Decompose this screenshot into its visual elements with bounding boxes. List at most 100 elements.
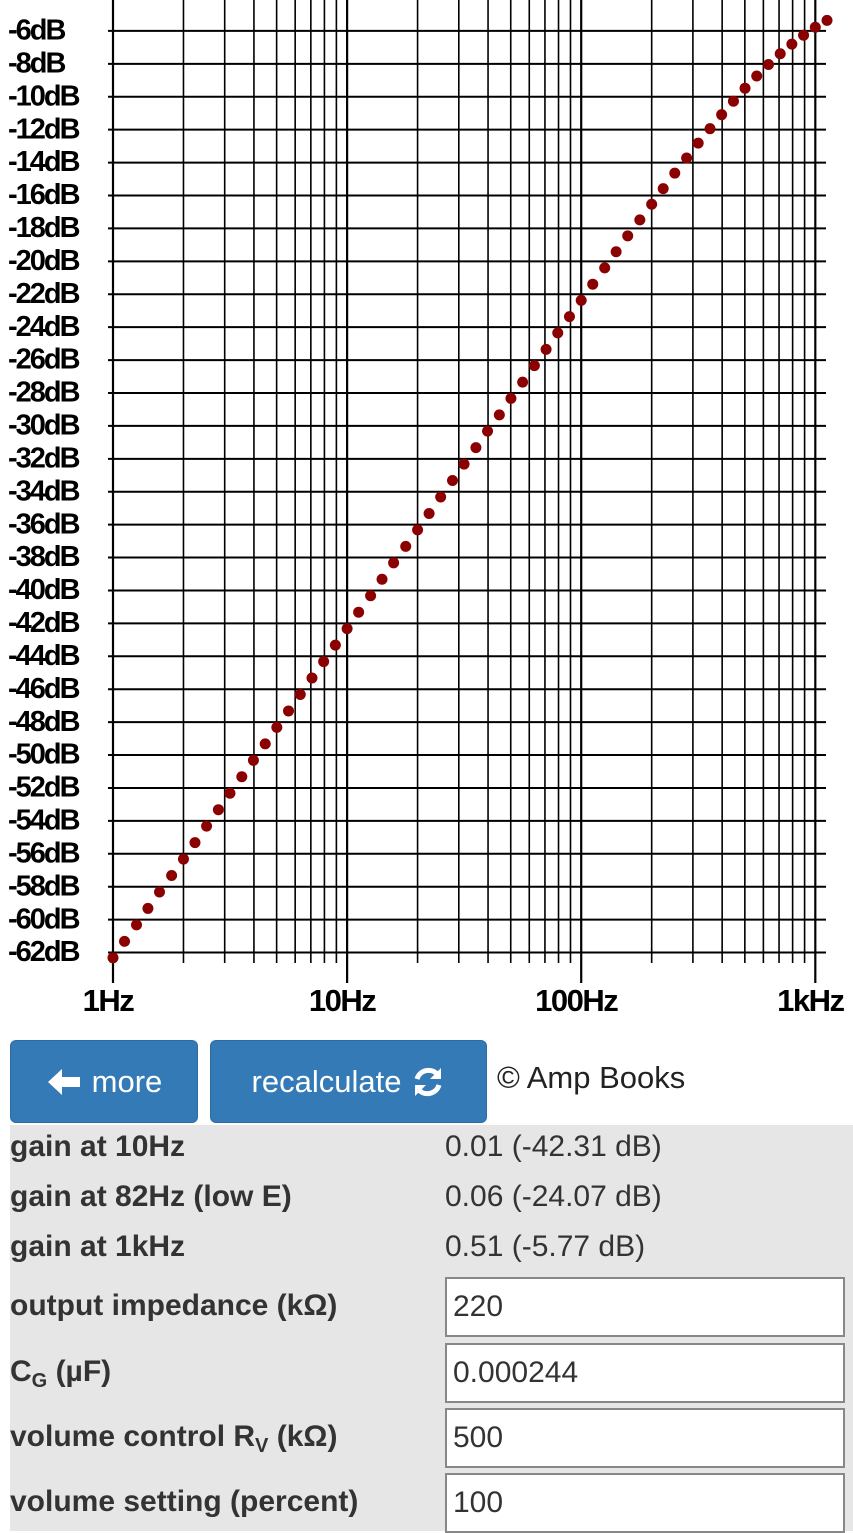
input-label: output impedance (kΩ) (10, 1289, 337, 1323)
y-tick-label: -8dB (8, 47, 66, 79)
y-tick-label: -6dB (8, 15, 66, 47)
data-point (212, 804, 224, 816)
label-text: volume control R (10, 1420, 256, 1453)
y-tick-label: -12dB (8, 113, 80, 145)
input-field[interactable]: 500 (445, 1408, 845, 1468)
data-point (727, 95, 739, 107)
data-point (388, 557, 400, 569)
data-point (704, 123, 716, 135)
subscript: V (255, 1435, 269, 1457)
data-point (259, 738, 271, 750)
result-label: gain at 82Hz (low E) (10, 1180, 292, 1213)
data-point (528, 360, 540, 372)
data-point (517, 376, 529, 388)
results-panel: gain at 10Hz 0.01 (-42.31 dB) gain at 82Hz… (10, 1125, 853, 1533)
arrow-icon (47, 1068, 80, 1095)
result-label: gain at 10Hz (10, 1130, 186, 1163)
data-point (540, 343, 552, 355)
data-point (505, 392, 517, 404)
y-tick-label: -34dB (8, 475, 80, 507)
input-label: CG (µF) (10, 1355, 111, 1393)
y-tick-label: -14dB (8, 146, 80, 178)
data-point (130, 919, 142, 931)
label-text: volume setting (percent) (10, 1485, 359, 1518)
input-field[interactable]: 0.000244 (445, 1343, 845, 1403)
data-point (166, 870, 178, 882)
data-point (575, 294, 587, 306)
y-tick-label: -36dB (8, 508, 80, 540)
result-value: 0.06 (-24.07 dB) (445, 1180, 662, 1213)
data-point (318, 656, 330, 668)
data-point (751, 70, 763, 82)
y-tick-label: -22dB (8, 278, 80, 310)
recalculate-button[interactable]: recalculate (210, 1040, 487, 1123)
data-point (283, 705, 295, 717)
data-point (236, 771, 248, 783)
data-point (271, 721, 283, 733)
data-point (119, 935, 131, 947)
copyright: © Amp Books (497, 1060, 686, 1095)
data-point (552, 327, 564, 339)
x-tick-label: 10Hz (309, 983, 376, 1018)
input-field[interactable]: 220 (445, 1277, 845, 1337)
label-text: (kΩ) (268, 1420, 338, 1453)
subscript: G (31, 1370, 48, 1392)
data-point (657, 183, 669, 195)
label-text: C (10, 1355, 32, 1388)
data-point (341, 623, 353, 635)
y-tick-label: -40dB (8, 574, 80, 606)
y-tick-label: -26dB (8, 344, 80, 376)
chart: 1Hz 10Hz 100Hz 1kHz-6dB-8dB-10dB-12dB-14dB-… (8, 0, 846, 1018)
data-point (189, 837, 201, 849)
more-button[interactable]: more (10, 1040, 198, 1123)
y-tick-label: -60dB (8, 903, 80, 935)
result-value: 0.01 (-42.31 dB) (445, 1130, 662, 1163)
data-point (353, 606, 365, 618)
y-tick-label: -18dB (8, 212, 80, 244)
data-point (435, 491, 447, 503)
data-point (821, 14, 833, 26)
data-point (786, 38, 798, 50)
data-point (716, 109, 728, 121)
data-point (294, 688, 306, 700)
x-tick-label: 1kHz (777, 983, 844, 1018)
input-field[interactable]: 100 (445, 1473, 845, 1533)
y-tick-label: -24dB (8, 311, 80, 343)
y-tick-label: -56dB (8, 837, 80, 869)
y-tick-label: -42dB (8, 607, 80, 639)
y-tick-label: -30dB (8, 410, 80, 442)
label-text: output impedance (kΩ) (10, 1289, 338, 1322)
data-point (634, 214, 646, 226)
data-point (762, 58, 774, 70)
y-tick-label: -46dB (8, 673, 80, 705)
input-label: volume setting (percent) (10, 1485, 358, 1519)
y-tick-label: -28dB (8, 377, 80, 409)
data-point (201, 820, 213, 832)
y-tick-label: -52dB (8, 772, 80, 804)
result-value: 0.51 (-5.77 dB) (445, 1230, 646, 1263)
data-point (669, 167, 681, 179)
data-point (247, 754, 259, 766)
data-point (774, 48, 786, 60)
data-point (458, 458, 470, 470)
y-tick-label: -16dB (8, 179, 80, 211)
data-point (177, 853, 189, 865)
data-point (622, 230, 634, 242)
y-tick-label: -62dB (8, 936, 80, 968)
y-tick-label: -44dB (8, 640, 80, 672)
data-point (587, 278, 599, 290)
data-point (365, 590, 377, 602)
input-label: volume control RV (kΩ) (10, 1420, 337, 1458)
y-tick-label: -10dB (8, 80, 80, 112)
y-tick-label: -32dB (8, 442, 80, 474)
data-point (423, 507, 435, 519)
data-point (798, 29, 810, 41)
y-tick-label: -38dB (8, 541, 80, 573)
data-point (224, 787, 236, 799)
data-point (692, 137, 704, 149)
result-label: gain at 1kHz (10, 1230, 186, 1263)
data-point (493, 409, 505, 421)
data-point (646, 198, 658, 210)
button-label: recalculate (251, 1063, 402, 1099)
